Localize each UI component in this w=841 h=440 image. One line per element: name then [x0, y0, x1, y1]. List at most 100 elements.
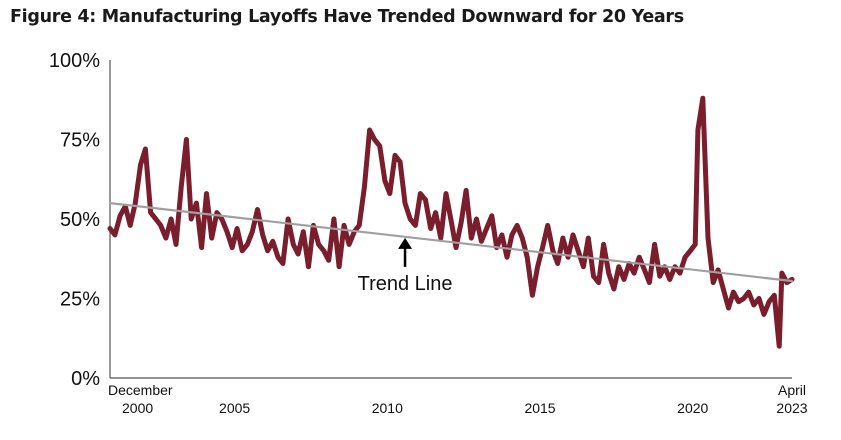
data-point	[214, 210, 220, 215]
data-point	[367, 127, 372, 133]
data-point	[326, 258, 331, 263]
data-point	[504, 255, 510, 260]
trend-line	[108, 202, 794, 283]
data-point	[204, 191, 209, 196]
data-point	[199, 245, 204, 250]
data-point	[158, 223, 163, 228]
data-point	[741, 296, 746, 301]
data-point	[705, 235, 711, 241]
data-point	[631, 270, 637, 276]
data-point	[260, 232, 265, 238]
data-point	[168, 216, 174, 222]
data-point	[306, 264, 311, 269]
data-point	[255, 207, 260, 212]
data-point	[133, 200, 138, 206]
data-point	[387, 191, 392, 196]
data-point	[128, 223, 133, 228]
data-point	[560, 235, 566, 241]
data-point	[540, 245, 545, 250]
data-point	[652, 242, 657, 247]
data-point	[677, 270, 683, 276]
data-point	[230, 245, 235, 250]
data-point	[224, 229, 230, 234]
data-point	[555, 261, 560, 266]
data-point	[372, 137, 377, 142]
data-point	[321, 248, 326, 253]
data-point	[107, 226, 113, 231]
data-point	[772, 293, 777, 298]
data-point	[179, 185, 184, 190]
data-point	[601, 242, 606, 247]
data-point	[474, 216, 479, 222]
x-tick-label: 2023	[776, 400, 807, 416]
data-point	[726, 305, 731, 311]
data-point	[606, 270, 611, 276]
data-point	[408, 216, 413, 222]
data-point	[448, 216, 453, 222]
data-point	[275, 255, 281, 260]
data-point	[138, 162, 143, 168]
data-point	[484, 226, 489, 231]
data-point	[234, 226, 240, 231]
data-point	[194, 200, 199, 206]
data-point	[777, 344, 782, 349]
data-point	[265, 248, 270, 253]
data-point	[695, 127, 701, 133]
annotation-arrowhead-icon	[398, 237, 413, 249]
data-point	[611, 286, 617, 292]
series-group	[107, 95, 795, 349]
data-point	[341, 223, 347, 228]
data-point	[766, 299, 772, 304]
data-point	[756, 296, 762, 301]
data-point	[746, 289, 751, 295]
data-point	[711, 280, 716, 285]
data-point	[189, 216, 194, 222]
data-point	[362, 185, 367, 190]
data-point	[751, 302, 756, 308]
data-point	[143, 146, 148, 152]
x-tick-label: December	[108, 382, 173, 398]
x-tick-label: 2010	[372, 400, 403, 416]
data-point	[433, 210, 438, 215]
data-point	[545, 223, 550, 228]
data-point	[700, 96, 705, 101]
data-point	[331, 216, 337, 222]
data-point	[499, 232, 505, 238]
data-point	[301, 229, 306, 234]
data-point	[336, 264, 342, 269]
data-point	[591, 274, 596, 279]
data-point	[616, 264, 621, 269]
data-point	[520, 235, 525, 241]
data-point	[731, 289, 736, 295]
data-point	[402, 200, 408, 206]
data-point	[438, 235, 443, 241]
data-point	[657, 274, 662, 279]
data-point	[413, 223, 418, 228]
data-point	[295, 251, 301, 257]
series-line	[107, 95, 795, 349]
data-point	[291, 242, 296, 247]
data-point	[779, 270, 785, 276]
data-point	[682, 255, 688, 260]
data-point	[316, 242, 321, 247]
data-point	[245, 242, 250, 247]
data-point	[250, 229, 255, 234]
data-point	[240, 248, 245, 253]
data-point	[219, 216, 224, 222]
data-point	[576, 248, 581, 253]
data-point	[163, 235, 169, 241]
data-point	[285, 216, 291, 222]
data-point	[463, 188, 469, 193]
data-point	[525, 255, 530, 260]
data-point	[280, 261, 286, 266]
data-point	[173, 242, 179, 247]
data-point	[346, 242, 352, 247]
data-point	[112, 232, 118, 238]
data-point	[761, 312, 767, 317]
data-point	[550, 248, 556, 253]
data-point	[586, 235, 591, 241]
data-point	[721, 286, 726, 292]
data-point	[153, 216, 158, 222]
data-point	[581, 264, 586, 269]
